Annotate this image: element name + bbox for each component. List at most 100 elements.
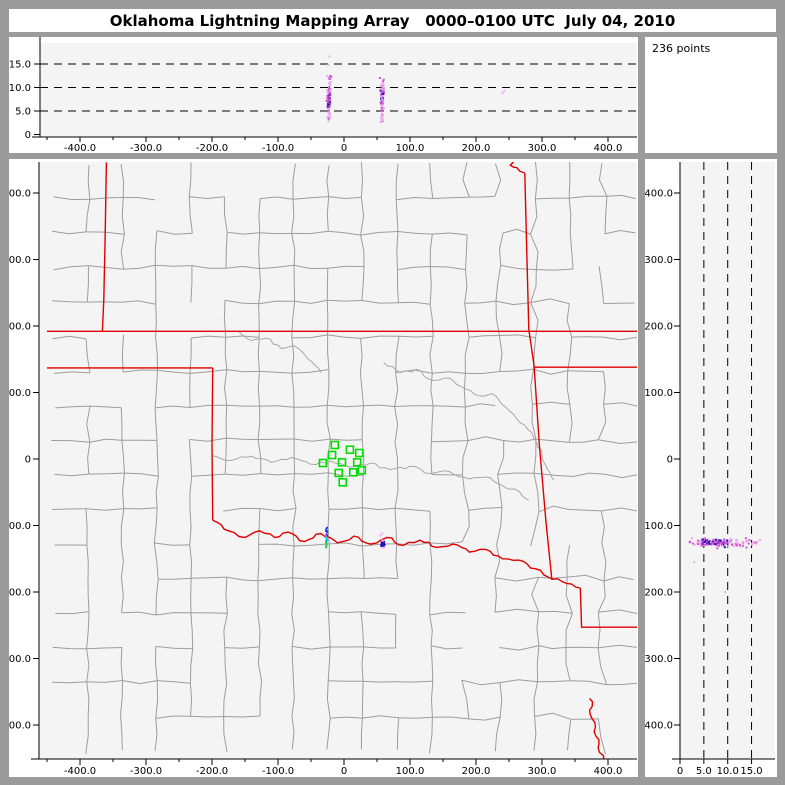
lightning-point	[381, 539, 384, 542]
lightning-point	[735, 539, 738, 541]
county-line	[499, 368, 534, 372]
lightning-point	[693, 543, 696, 546]
county-line	[465, 371, 500, 375]
county-line	[227, 231, 260, 235]
lightning-point	[328, 111, 331, 114]
y-tick-label: -300.0	[9, 654, 31, 665]
county-line	[531, 577, 540, 612]
lightning-point	[736, 543, 739, 546]
county-line	[468, 335, 500, 338]
county-line	[536, 645, 540, 682]
county-line	[429, 163, 434, 199]
y-tick-label: -400.0	[645, 721, 673, 732]
county-line	[362, 507, 396, 511]
county-line	[462, 474, 470, 511]
window-title-bar: Oklahoma Lightning Mapping Array 0000–01…	[9, 9, 776, 32]
county-line	[292, 473, 297, 509]
y-tick-label: 200.0	[9, 322, 31, 333]
county-line	[597, 580, 606, 613]
lightning-point	[329, 116, 332, 119]
lightning-point	[380, 89, 383, 92]
lightning-point	[700, 542, 703, 544]
lightning-point	[328, 82, 331, 85]
county-line	[51, 440, 90, 443]
county-line	[530, 369, 535, 405]
lightning-point	[714, 538, 717, 541]
county-line	[155, 264, 192, 267]
county-line	[396, 542, 430, 546]
county-line	[258, 232, 261, 269]
county-line	[567, 574, 605, 582]
county-line	[85, 508, 88, 546]
county-line	[189, 648, 194, 684]
county-line	[565, 613, 573, 648]
lightning-point	[713, 540, 716, 543]
county-line	[360, 611, 365, 647]
lightning-point	[717, 541, 719, 544]
county-line	[394, 405, 434, 407]
lightning-point	[327, 101, 330, 104]
county-line	[225, 577, 228, 614]
county-line	[464, 406, 469, 441]
county-line	[567, 370, 604, 373]
county-line	[258, 300, 295, 305]
county-line	[154, 718, 158, 751]
county-line	[535, 197, 570, 200]
ew-altitude-plot-svg[interactable]: 0 5.0 10.0 15.0 -400.0 -300.0 -200.0 -100.0 0 100…	[9, 37, 638, 153]
county-line	[52, 681, 87, 684]
lightning-point	[380, 93, 383, 96]
lightning-point	[329, 81, 332, 84]
lightning-point	[703, 537, 706, 540]
county-line	[600, 510, 605, 543]
county-line	[498, 232, 504, 266]
lightning-point	[328, 100, 331, 103]
lightning-point	[714, 543, 717, 546]
county-line	[598, 609, 637, 615]
county-line	[257, 337, 260, 372]
county-line	[497, 474, 503, 508]
plan-view-map-svg[interactable]: 400.0 300.0 200.0 100.0 0 -100.0 -200.0 -300.0 -…	[9, 159, 638, 777]
ns-altitude-plot-svg[interactable]: 400.0 300.0 200.0 100.0 0 -100.0 -200.0 -300.0 -…	[645, 159, 777, 777]
county-line	[361, 475, 364, 508]
county-line	[291, 199, 295, 234]
county-line	[497, 472, 535, 475]
county-line	[361, 405, 364, 440]
lma-station-marker	[345, 445, 355, 455]
county-line	[430, 681, 434, 718]
county-line	[497, 440, 505, 475]
county-line	[257, 614, 261, 647]
county-line	[257, 439, 262, 474]
lightning-point	[730, 543, 733, 546]
county-line	[154, 230, 158, 266]
lightning-point	[329, 88, 332, 91]
lightning-point	[703, 541, 706, 544]
county-line	[395, 336, 400, 373]
plot-area[interactable]	[40, 43, 637, 137]
x-tick-label: -400.0	[64, 143, 96, 153]
lightning-point	[706, 542, 709, 545]
county-line	[398, 301, 431, 305]
lightning-point	[733, 545, 736, 548]
x-tick-label: -200.0	[196, 143, 228, 153]
county-line	[569, 439, 599, 443]
state-border-colorado-kansas	[101, 162, 108, 332]
county-line	[567, 719, 572, 751]
y-tick-label: 100.0	[645, 388, 673, 399]
county-line	[291, 646, 294, 683]
lightning-point	[382, 78, 385, 81]
lightning-point	[381, 532, 384, 535]
lightning-point	[325, 100, 328, 102]
lightning-point	[724, 543, 727, 546]
lightning-point	[741, 541, 744, 544]
county-line	[361, 681, 364, 719]
lightning-point	[706, 539, 708, 542]
y-tick-label: 300.0	[645, 255, 673, 266]
county-line	[153, 507, 158, 544]
county-line	[330, 716, 363, 719]
county-line	[430, 645, 434, 682]
lightning-point	[734, 542, 737, 545]
county-line	[568, 404, 573, 443]
county-line	[120, 407, 123, 441]
county-line	[52, 230, 87, 235]
county-line	[55, 405, 91, 409]
